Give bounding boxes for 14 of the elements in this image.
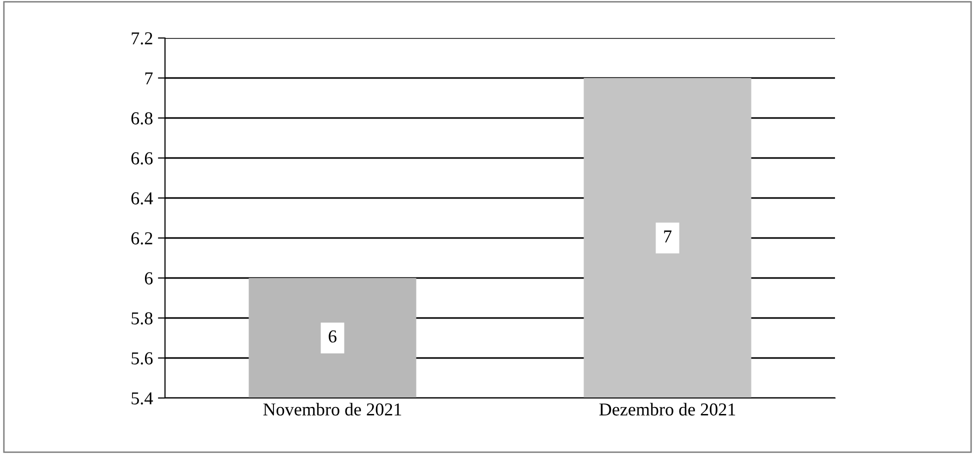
x-tick-label: Novembro de 2021 — [263, 402, 402, 416]
y-tick-label: 5.4 — [132, 392, 153, 405]
y-tick-label: 6 — [144, 272, 153, 284]
y-tick-label: 6.8 — [131, 112, 153, 125]
y-tick-label: 6.6 — [131, 152, 153, 165]
y-tick-label: 7.2 — [132, 32, 152, 45]
data-label: 6 — [328, 330, 336, 343]
y-tick-label: 5.8 — [132, 312, 153, 325]
data-label: 7 — [664, 230, 672, 242]
y-tick-label: 7 — [145, 72, 153, 84]
y-tick-label: 5.6 — [132, 352, 153, 365]
x-tick-label: Dezembro de 2021 — [599, 402, 736, 416]
y-tick-label: 6.2 — [131, 232, 152, 245]
y-tick-label: 6.4 — [131, 192, 153, 205]
